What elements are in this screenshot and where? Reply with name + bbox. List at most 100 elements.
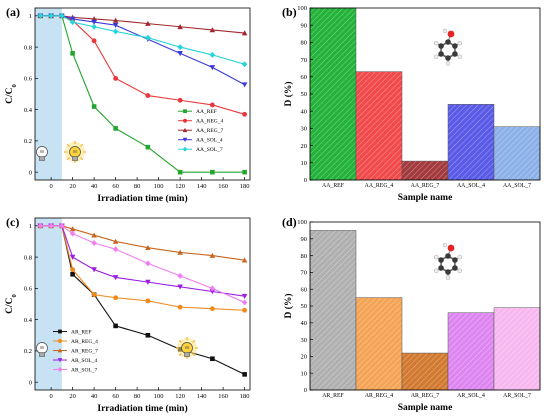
square-marker (70, 271, 75, 277)
oxygen-atom (447, 30, 455, 38)
bulb-ray (192, 353, 196, 357)
carbon-atom (438, 265, 444, 271)
circle-marker (145, 298, 151, 304)
y-axis-title-main: C/C (5, 87, 15, 104)
phenol-molecule-icon (434, 242, 462, 280)
bar (447, 312, 495, 391)
y-tick-label: 20 (301, 354, 308, 361)
line-chart-panel-a: 0 20 40 60 80 100 120 140 160 180 0 0.2 0.4 0.6 0.8 1 Ir… (5, 5, 251, 204)
category-label: AA_REG_7 (411, 183, 440, 189)
hydrogen-atom (434, 41, 439, 46)
y-tick-label: 70 (301, 57, 308, 64)
bulb-filament (39, 345, 45, 350)
panel-letter: (a) (6, 5, 20, 19)
bar (309, 7, 357, 181)
x-tick-label: 180 (240, 183, 250, 190)
diamond-marker (69, 19, 76, 26)
y-axis-title: C/C0 (5, 294, 18, 314)
legend-label: AR_REG_7 (71, 349, 98, 355)
x-tick-label: 60 (112, 183, 119, 190)
triangle-up-marker (177, 24, 183, 30)
bulb-filament (184, 345, 190, 350)
square-marker (210, 356, 215, 362)
y-tick-label: 90 (301, 22, 308, 29)
circle-marker (242, 111, 248, 117)
bulb-ray (80, 143, 84, 147)
diamond-marker (177, 44, 183, 51)
y-tick-label: 40 (301, 108, 308, 115)
circle-marker (177, 304, 183, 310)
bar-chart-panel-d: AR_REF AR_REG_4 AR_REG_7 AR_SOL_4 AR_SOL_7 0 1… (282, 215, 541, 413)
y-tick-label: 0 (304, 177, 307, 184)
y-tick-label: 30 (301, 126, 308, 133)
dark-phase-region (35, 218, 62, 390)
bulb-ray (66, 157, 70, 161)
y-tick-label: 50 (301, 91, 308, 98)
circle-marker (58, 339, 62, 344)
circle-marker (242, 307, 248, 313)
legend-label: AA_SOL_4 (196, 138, 223, 144)
y-axis-title-subscript: 0 (11, 84, 18, 87)
triangle-down-marker (209, 65, 216, 71)
bulb-filament (39, 149, 45, 154)
bar (493, 307, 541, 391)
y-tick-label: 10 (301, 370, 308, 377)
y-tick-label: 100 (297, 5, 307, 12)
x-axis-title: Sample name (398, 403, 453, 413)
diamond-marker (37, 12, 44, 19)
circle-marker (209, 102, 215, 108)
bar (401, 352, 449, 391)
triangle-down-marker (177, 284, 183, 290)
triangle-down-marker (69, 254, 76, 260)
carbon-atom (452, 51, 458, 57)
x-tick-label: 120 (175, 393, 185, 400)
triangle-up-marker (209, 252, 216, 258)
hydrogen-atom (434, 268, 439, 273)
triangle-up-marker (241, 30, 248, 36)
carbon-atom (445, 253, 451, 259)
x-tick-label: 100 (154, 393, 164, 400)
series-line (40, 225, 245, 303)
plot-frame (34, 7, 251, 181)
y-axis-title: D (%) (283, 293, 294, 318)
carbon-atom (452, 257, 458, 263)
y-axis-title-subscript: 0 (11, 294, 18, 297)
bulb-base (72, 156, 78, 161)
triangle-up-marker (177, 249, 183, 255)
diamond-marker (182, 146, 188, 152)
legend-label: AR_REG_4 (71, 339, 98, 345)
circle-marker (91, 292, 97, 298)
series-line (40, 15, 245, 86)
triangle-up-marker (69, 226, 76, 232)
hydrogen-atom (445, 61, 451, 66)
triangle-up-marker (91, 232, 97, 238)
x-tick-label: 20 (69, 393, 76, 400)
square-marker (91, 104, 97, 109)
triangle-up-marker (145, 20, 151, 26)
y-tick-label: 1 (29, 13, 32, 20)
x-tick-label: 120 (175, 183, 185, 190)
y-tick-label: 0.2 (24, 138, 32, 145)
carbon-atom (438, 43, 444, 49)
triangle-down-marker (182, 137, 188, 142)
legend: AA_REF AA_REG_4 AA_REG_7 AA_SOL_4 AA_SOL_7 (178, 109, 223, 153)
y-tick-label: 30 (301, 337, 308, 344)
bulb-ray (66, 143, 70, 147)
y-tick-label: 40 (301, 320, 308, 327)
category-label: AR_SOL_4 (457, 393, 485, 399)
y-tick-label: 60 (301, 286, 308, 293)
carbon-atom (452, 265, 458, 271)
unlit-bulb-icon (36, 146, 48, 161)
x-tick-label: 60 (112, 393, 119, 400)
y-tick-label: 0.8 (24, 254, 32, 261)
bar (309, 230, 357, 391)
triangle-down-marker (241, 293, 248, 299)
diamond-marker (37, 222, 44, 229)
lit-bulb-icon (176, 337, 198, 359)
bulb-base (39, 156, 45, 161)
circle-marker (70, 267, 76, 273)
circle-marker (113, 295, 119, 301)
circle-marker (91, 38, 97, 44)
triangle-down-marker (57, 358, 63, 363)
